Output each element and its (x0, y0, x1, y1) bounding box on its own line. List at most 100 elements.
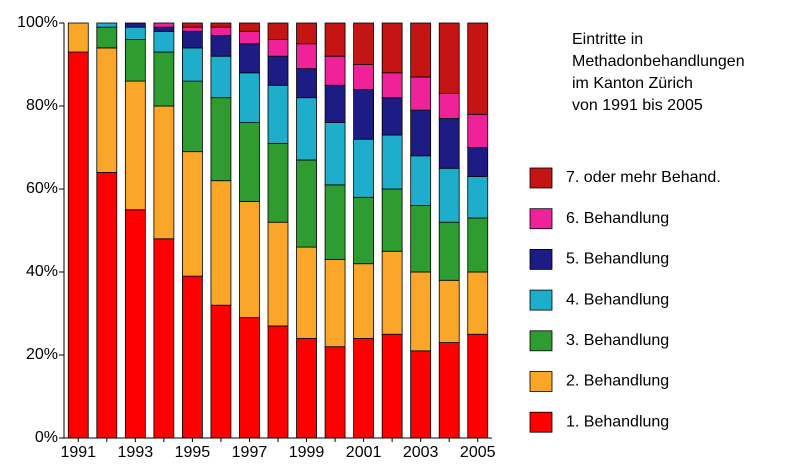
bar-segment (124, 26, 146, 40)
x-tick-label: 2001 (346, 444, 382, 461)
bar-segment (210, 55, 232, 99)
bar-segment (267, 221, 289, 327)
bar-segment (67, 51, 89, 439)
x-tick-label: 1993 (118, 444, 154, 461)
bar-segment (296, 43, 317, 70)
bar-segment (296, 337, 317, 439)
bar-segment (467, 113, 489, 148)
bar-segment (267, 325, 289, 439)
x-tick-label: 2005 (460, 444, 496, 461)
y-tick-label: 0% (35, 429, 58, 446)
bar-segment (381, 97, 403, 136)
bar-segment (438, 221, 460, 281)
bar-segment (324, 55, 346, 86)
x-tick-label: 1997 (232, 444, 268, 461)
legend-swatch (529, 208, 553, 230)
bar-segment (124, 80, 146, 211)
bar-segment (181, 151, 203, 277)
legend-swatch (529, 248, 553, 270)
bar-segment (181, 22, 203, 28)
bar-segment (181, 26, 203, 32)
bar-segment (381, 250, 403, 335)
bar-segment (438, 279, 460, 343)
bar-segment (239, 43, 260, 74)
bar-segment (438, 22, 460, 94)
bar-segment (467, 147, 489, 177)
bar-segment (324, 259, 346, 348)
bar-segment (353, 89, 375, 140)
bar-segment (410, 205, 432, 273)
chart-title: im Kanton Zürich (572, 75, 693, 92)
y-tick-label: 100% (17, 14, 58, 31)
bar-segment (410, 22, 432, 78)
bar-segment (467, 333, 489, 439)
bar-segment (410, 350, 432, 439)
bar-segment (153, 105, 175, 240)
bar-segment (353, 337, 375, 439)
bar-segment (124, 209, 146, 439)
bar-segment (410, 76, 432, 111)
bar-segment (324, 346, 346, 439)
bar-segment (239, 122, 260, 202)
bar-segment (438, 118, 460, 169)
bar-segment (210, 304, 232, 439)
bar-segment (267, 55, 289, 86)
bar-segment (381, 333, 403, 439)
chart-title: Methadonbehandlungen (572, 53, 745, 70)
bar-segment (267, 22, 289, 41)
x-tick-label: 1995 (175, 444, 211, 461)
bar-segment (96, 47, 118, 173)
bar-segment (153, 22, 175, 28)
bar-segment (210, 180, 232, 306)
bar-segment (381, 134, 403, 190)
bar-segment (381, 22, 403, 74)
bar-segment (324, 84, 346, 123)
bar-segment (96, 171, 118, 439)
bar-segment (353, 64, 375, 90)
bar-segment (239, 317, 260, 439)
bar-segment (353, 196, 375, 265)
bar-segment (467, 217, 489, 273)
bar-segment (296, 68, 317, 99)
legend-label: 2. Behandlung (566, 373, 669, 390)
legend-swatch (529, 167, 553, 189)
legend-swatch (529, 371, 553, 392)
bar-segment (381, 188, 403, 252)
y-tick-label: 80% (26, 97, 58, 114)
bar-segment (410, 271, 432, 352)
bar-segment (410, 109, 432, 157)
bar-segment (239, 22, 260, 32)
bar-segment (438, 93, 460, 119)
y-tick-label: 20% (26, 346, 58, 363)
bar-segment (153, 238, 175, 439)
bar-segment (296, 22, 317, 45)
bar-segment (153, 51, 175, 107)
bar-segment (67, 22, 89, 53)
bar-segment (239, 72, 260, 124)
bar-segment (296, 97, 317, 161)
bar-segment (324, 184, 346, 260)
bar-segment (239, 30, 260, 45)
y-tick-label: 60% (26, 180, 58, 197)
legend-label: 3. Behandlung (566, 332, 669, 349)
bar-segment (353, 138, 375, 198)
bar-segment (296, 246, 317, 339)
bar-segment (324, 122, 346, 186)
bar-segment (153, 30, 175, 53)
legend-label: 6. Behandlung (566, 210, 669, 227)
legend-label: 4. Behandlung (566, 291, 669, 308)
bar-segment (210, 22, 232, 28)
x-tick-label: 2003 (403, 444, 439, 461)
legend-label: 1. Behandlung (566, 413, 669, 430)
bar-segment (467, 271, 489, 335)
legend-swatch (529, 289, 553, 311)
bar-segment (296, 159, 317, 248)
bar-segment (181, 30, 203, 49)
bar-segment (124, 22, 146, 28)
bar-segment (239, 201, 260, 319)
bar-segment (96, 26, 118, 49)
bar-segment (153, 26, 175, 32)
legend-swatch (529, 411, 553, 433)
bar-segment (438, 342, 460, 439)
